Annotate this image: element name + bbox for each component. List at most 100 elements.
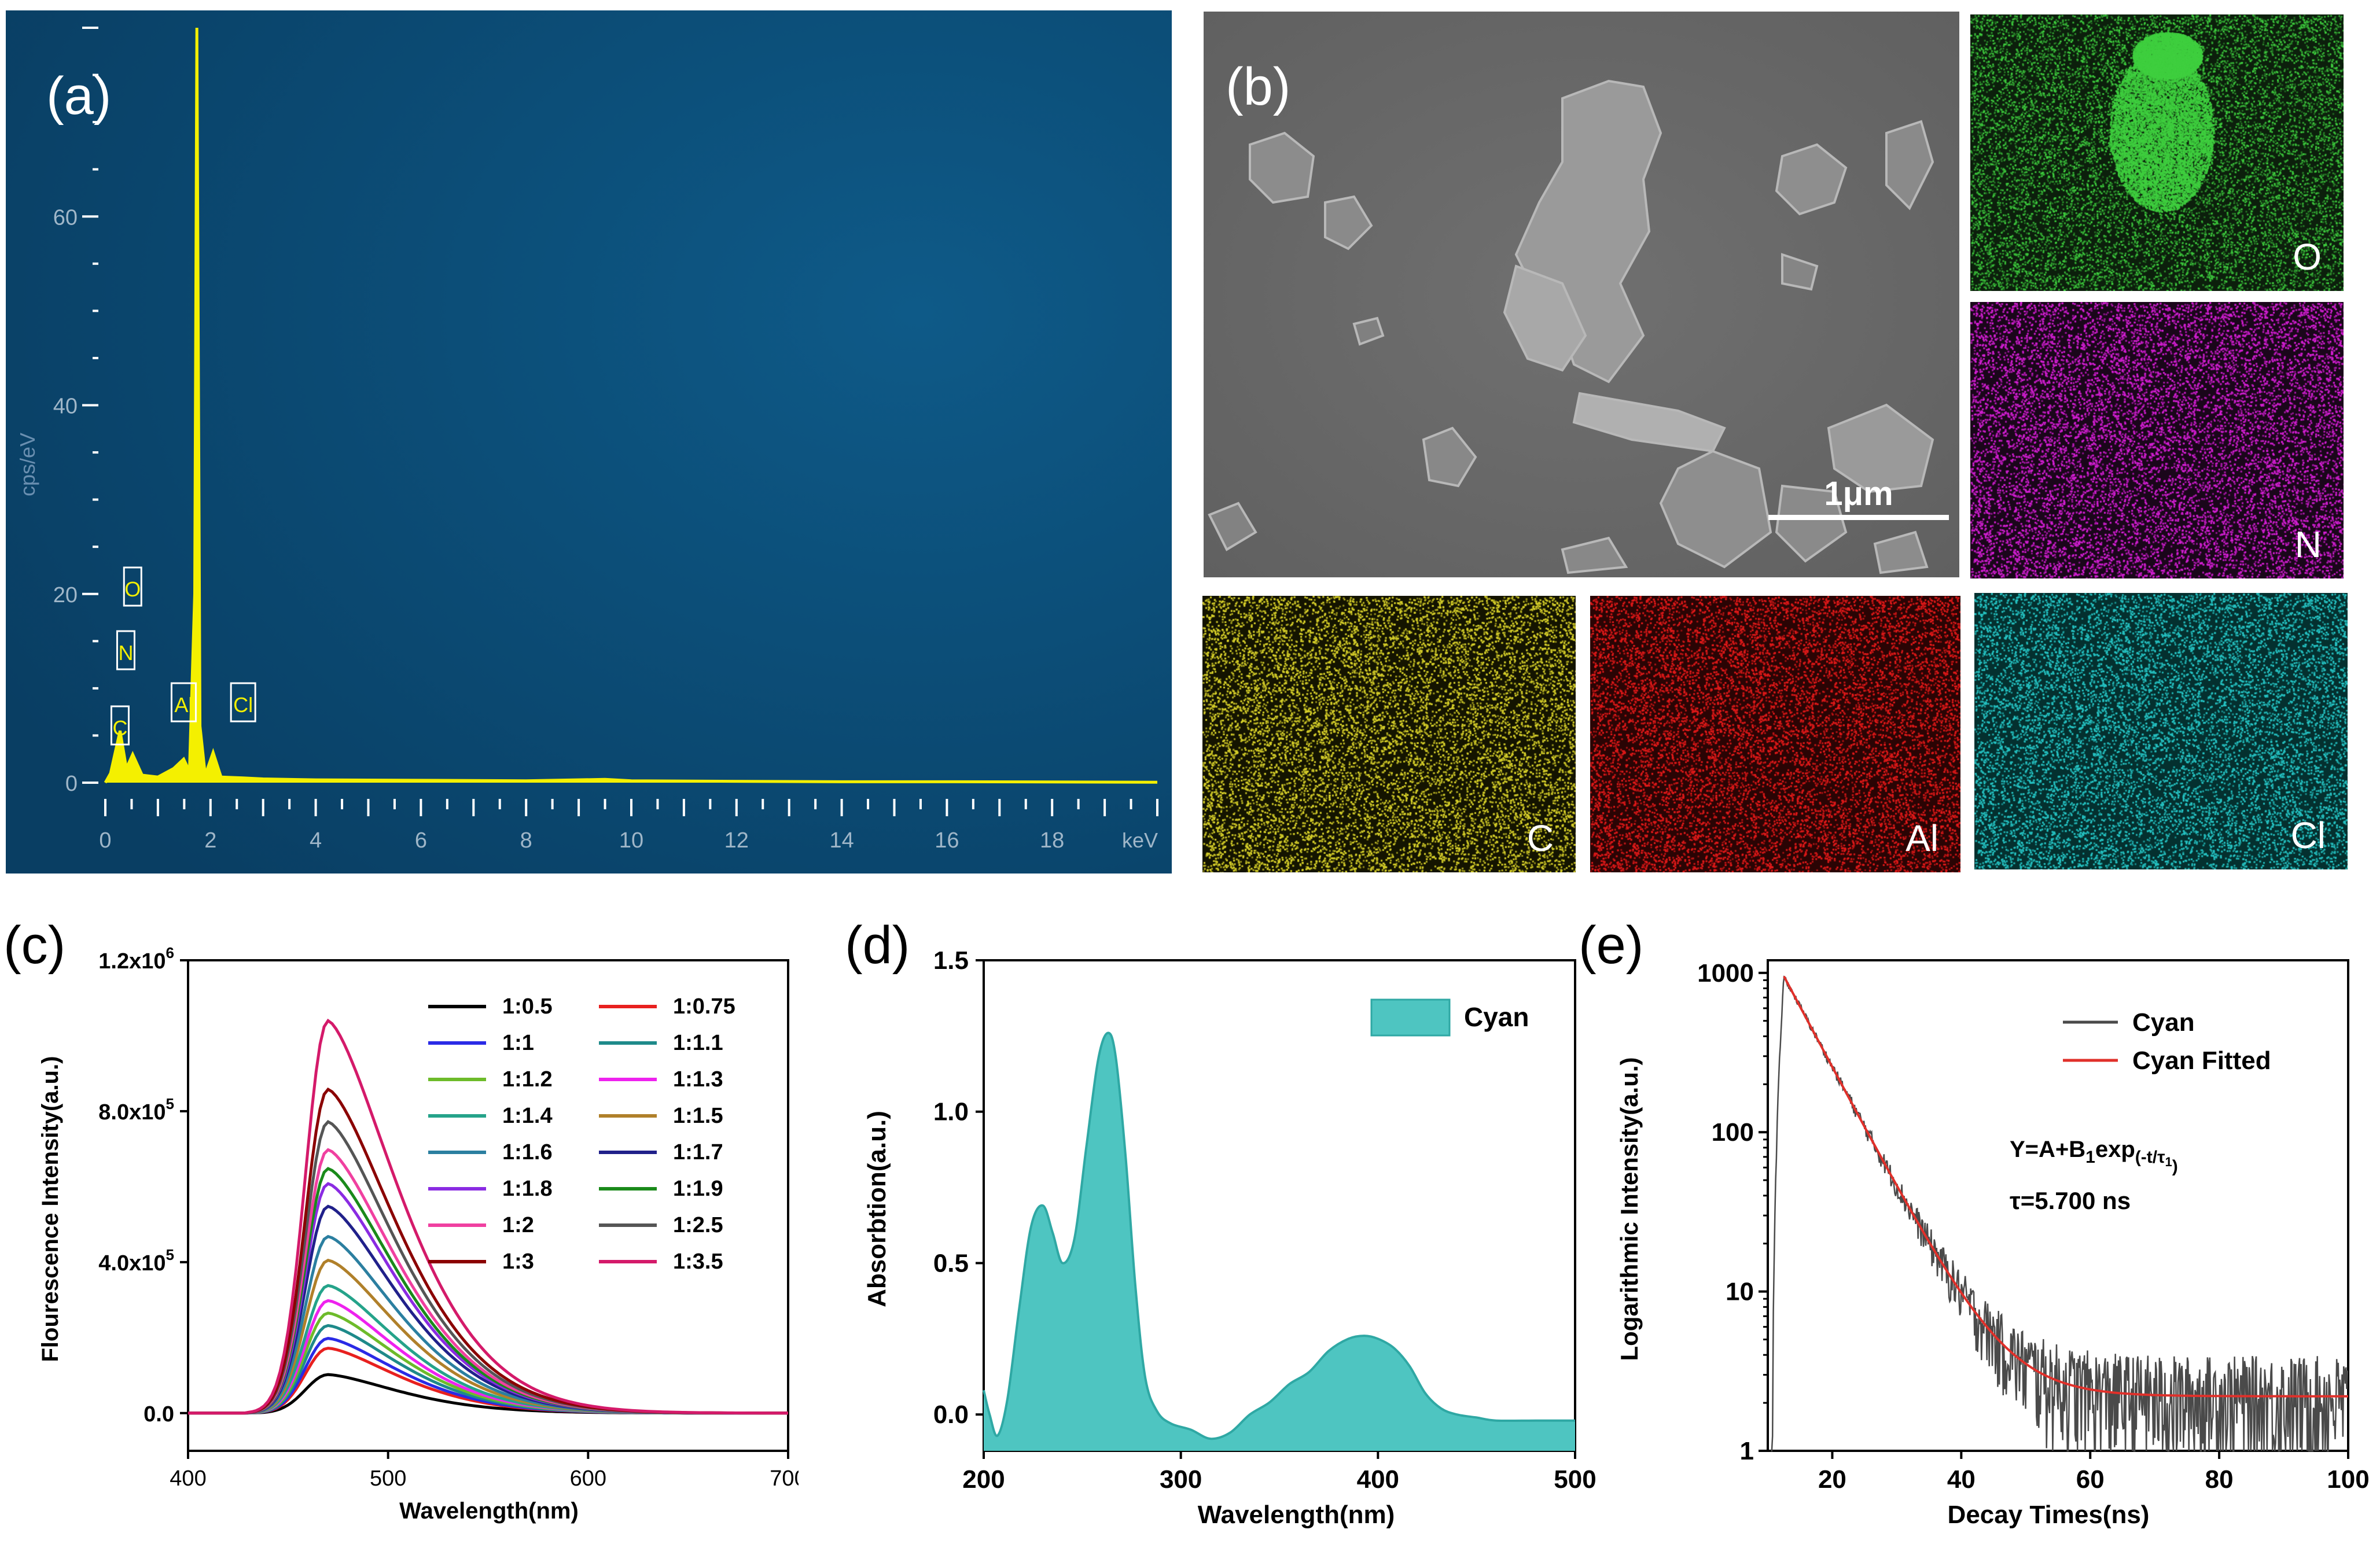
- eds-x-tick-label: 2: [204, 828, 216, 853]
- eds-x-tick-label: 8: [520, 828, 532, 853]
- scale-bar-label: 1μm: [1824, 475, 1893, 513]
- chart-c-legend-label: 1:1.9: [673, 1177, 723, 1201]
- chart-c-x-tick-label: 400: [170, 1466, 206, 1491]
- map-Cl-label: Cl: [2290, 814, 2326, 856]
- chart-d-series: [983, 1031, 1575, 1451]
- panel-label-b: (b): [1226, 57, 1291, 116]
- chart-d-area: [984, 1033, 1575, 1451]
- chart-c-legend-label: 1:3.5: [673, 1250, 723, 1274]
- eds-peak-label-O: O: [124, 577, 141, 601]
- map-C-canvas: [1202, 596, 1576, 872]
- chart-e-y-tick-label: 1000: [1697, 959, 1754, 987]
- chart-e-xlabel: Decay Times(ns): [1948, 1501, 2150, 1529]
- chart-c-legend-label: 1:1.1: [673, 1031, 723, 1055]
- chart-c-legend-label: 1:1.2: [502, 1067, 553, 1092]
- chart-e-x-tick-label: 80: [2205, 1465, 2234, 1494]
- chart-e-series-fitted: [1783, 975, 2348, 1398]
- chart-c-legend-label: 1:0.75: [673, 994, 735, 1019]
- eds-peak-box: [123, 566, 142, 607]
- chart-e-legend-label-fitted: Cyan Fitted: [2132, 1046, 2271, 1075]
- eds-peak-label-N: N: [118, 641, 133, 665]
- chart-e-x-tick-label: 60: [2076, 1465, 2105, 1494]
- eds-x-tick-label: 0: [99, 828, 111, 853]
- chart-d-ylabel: Absorbtion(a.u.): [863, 1111, 891, 1307]
- chart-c-legend-label: 1:1.6: [502, 1140, 553, 1164]
- sem-particles: [1208, 79, 1934, 574]
- eds-peak-labels: C N O Al Cl: [110, 566, 256, 746]
- chart-e-x-tick-label: 40: [1947, 1465, 1976, 1494]
- panel-label-e: (e): [1579, 916, 1644, 975]
- chart-d-legend-swatch: [1370, 998, 1451, 1037]
- map-N-label: N: [2294, 524, 2322, 565]
- chart-d-y-tick-label: 1.5: [933, 946, 969, 975]
- panel-label-c: (c): [3, 916, 66, 975]
- scale-bar: [1768, 515, 1949, 520]
- chart-c-x-tick-label: 700: [770, 1466, 799, 1491]
- eds-y-tick-label: 40: [53, 395, 78, 419]
- chart-d-line: [983, 1031, 1575, 1440]
- chart-c-y-tick-label: 1.2x106: [98, 944, 174, 974]
- eds-x-tick-label: 10: [619, 828, 643, 853]
- chart-c-series: [188, 1018, 789, 1415]
- chart-e-equation: Y=A+B1exp(-t/τ1): [2010, 1137, 2178, 1176]
- chart-c-x-tick-label: 500: [370, 1466, 406, 1491]
- map-C: C: [1202, 596, 1576, 872]
- chart-d-y-tick-label: 0.0: [933, 1400, 969, 1429]
- chart-c-x-tick-label: 600: [570, 1466, 606, 1491]
- chart-e-annotations: Y=A+B1exp(-t/τ1) τ=5.700 ns: [2010, 1137, 2178, 1214]
- eds-y-tick-label: 0: [65, 772, 78, 796]
- chart-e-axes: 20 40 60 80 100 1 10 100 1000: [1697, 959, 2370, 1494]
- chart-e-legend: Cyan Cyan Fitted: [2063, 1008, 2271, 1075]
- map-Al-label: Al: [1906, 817, 1938, 859]
- chart-e-series: [1771, 975, 2349, 1452]
- map-O-label: O: [2293, 236, 2322, 278]
- map-O-canvas: [1970, 14, 2344, 291]
- eds-peak-label-Al: Al: [174, 693, 193, 717]
- chart-c-legend-label: 1:1.4: [502, 1104, 553, 1128]
- eds-trace: [104, 27, 1158, 784]
- map-C-label: C: [1526, 817, 1554, 859]
- chart-d-xlabel: Wavelength(nm): [1198, 1501, 1395, 1529]
- chart-c-y-tick-label: 0.0: [144, 1402, 174, 1427]
- map-Al-canvas: [1590, 596, 1960, 872]
- chart-e-y-tick-label: 100: [1712, 1118, 1754, 1147]
- eds-background: [6, 10, 1172, 874]
- chart-c-legend-label: 1:1: [502, 1031, 534, 1055]
- eds-x-tick-label: 12: [724, 828, 749, 853]
- chart-c-legend-label: 1:1.7: [673, 1140, 723, 1164]
- eds-x-tick-label: 6: [415, 828, 427, 853]
- map-N: N: [1970, 302, 2344, 578]
- chart-e-y-tick-label: 1: [1740, 1437, 1754, 1465]
- eds-x-unit: keV: [1122, 828, 1158, 852]
- chart-d-x-tick-label: 500: [1554, 1465, 1596, 1494]
- eds-y-tick-label: 20: [53, 583, 78, 607]
- eds-x-tick-label: 16: [935, 828, 959, 853]
- eds-x-tick-label: 18: [1040, 828, 1064, 853]
- chart-d-axes: 200 300 400 500 0.0 0.5 1.0 1.5: [933, 946, 1597, 1494]
- chart-d-y-tick-label: 1.0: [933, 1098, 969, 1126]
- chart-c-legend-label: 1:1.5: [673, 1104, 723, 1128]
- sem-image: 1μm: [1204, 12, 1959, 577]
- chart-c-fluorescence: 400 500 600 700 0.0 4.0x105 8.0x105 1.2x106 1:0…: [38, 944, 799, 1524]
- chart-e-y-tick-label: 10: [1726, 1278, 1754, 1306]
- map-Al: Al: [1590, 596, 1960, 872]
- eds-y-tick-label: 60: [53, 205, 78, 230]
- chart-c-y-tick-label: 4.0x105: [98, 1246, 174, 1276]
- panel-label-a: (a): [46, 67, 112, 126]
- panel-a-eds: 0 2 4 6 8 10 12 14 16 18 keV 0 20 40 60 C N O Al Cl cps/eV…: [6, 10, 1172, 874]
- eds-peak-box: [116, 630, 135, 670]
- panel-b-sem: 1μm (b): [1204, 12, 1959, 577]
- eds-axes: 0 2 4 6 8 10 12 14 16 18 keV 0 20 40 60: [53, 27, 1158, 853]
- eds-peak-box: [110, 705, 130, 746]
- chart-d-absorption: 200 300 400 500 0.0 0.5 1.0 1.5 Cyan Wavelength…: [863, 946, 1597, 1529]
- chart-d-x-tick-label: 300: [1160, 1465, 1202, 1494]
- chart-c-legend-label: 1:2.5: [673, 1213, 723, 1237]
- chart-d-y-tick-label: 0.5: [933, 1249, 969, 1277]
- chart-c-y-tick-label: 8.0x105: [98, 1095, 174, 1125]
- chart-e-decay: 20 40 60 80 100 1 10 100 1000 Cyan Cyan Fitted Y=…: [1616, 959, 2370, 1529]
- map-Cl-canvas: [1974, 593, 2348, 869]
- eds-spectrum: 0 2 4 6 8 10 12 14 16 18 keV 0 20 40 60 C N O Al Cl cps/eV: [6, 10, 1172, 874]
- chart-c-series-line: [188, 1018, 788, 1415]
- eds-peak-box: [170, 682, 197, 723]
- chart-d-x-tick-label: 400: [1357, 1465, 1399, 1494]
